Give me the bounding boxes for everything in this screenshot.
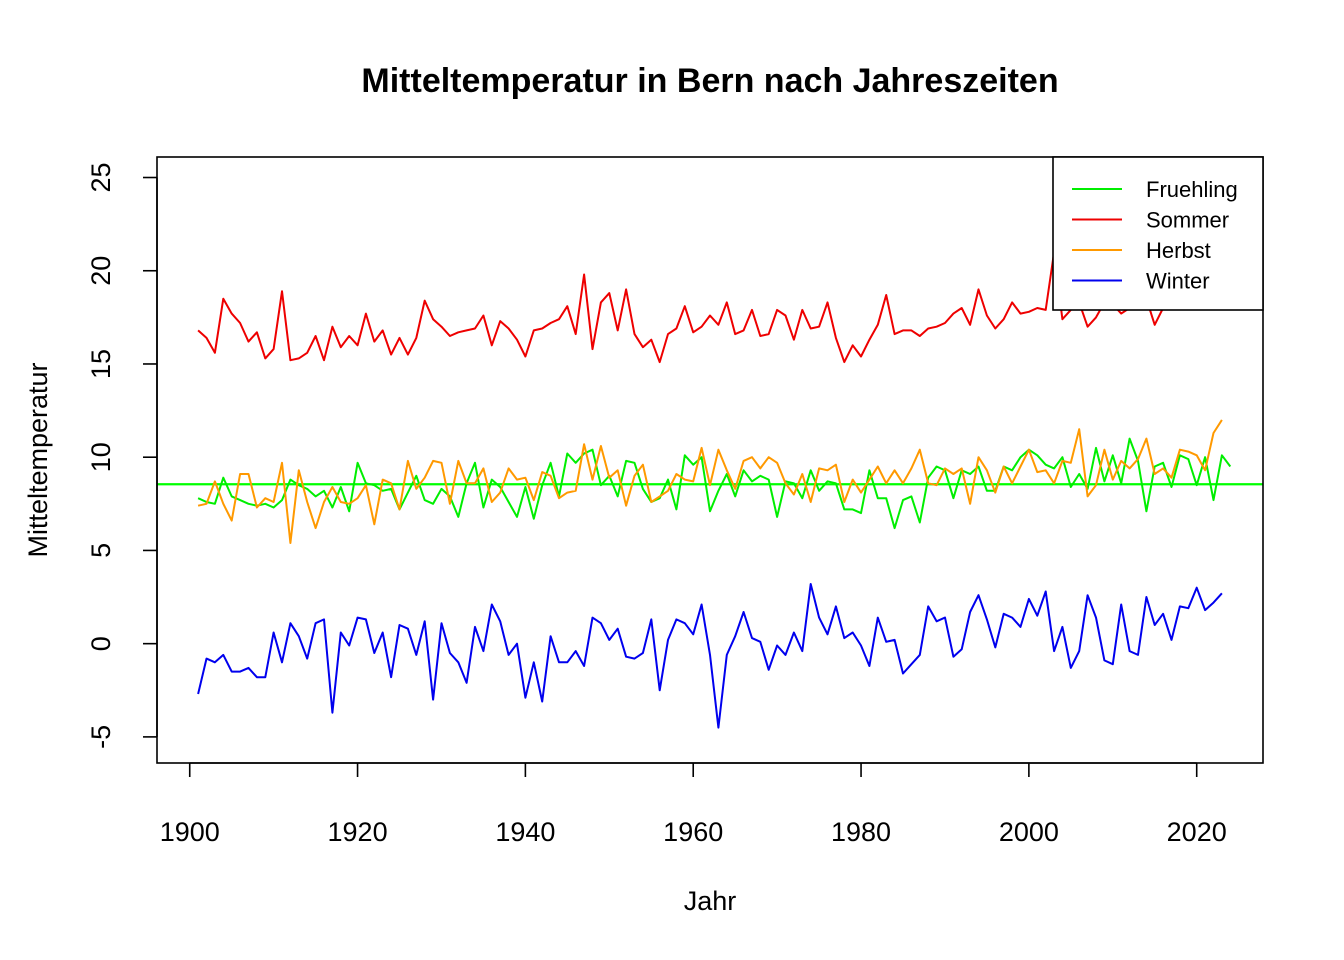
series-line-sommer [197,251,1223,364]
series-line-herbst [197,419,1223,544]
y-tick-label: 5 [86,543,116,558]
x-tick-label: 1940 [495,817,555,847]
y-tick-label: 25 [86,162,116,192]
chart-title: Mitteltemperatur in Bern nach Jahreszeit… [361,62,1058,100]
x-tick-label: 1960 [663,817,723,847]
y-axis-label: Mitteltemperatur [23,362,53,557]
x-tick-label: 2020 [1167,817,1227,847]
plot-area [157,251,1263,729]
legend-label-sommer: Sommer [1146,208,1229,233]
legend: Fruehling Sommer Herbst Winter [1052,156,1264,311]
legend-label-winter: Winter [1146,269,1210,294]
x-tick-label: 2000 [999,817,1059,847]
x-tick-label: 1900 [160,817,220,847]
legend-label-herbst: Herbst [1146,238,1211,263]
x-tick-label: 1920 [328,817,388,847]
y-axis: -5 0 5 10 15 20 25 [86,162,158,749]
x-axis: 1900 1920 1940 1960 1980 2000 2020 [160,762,1227,847]
y-tick-label: -5 [86,725,116,749]
y-tick-label: 20 [86,256,116,286]
legend-box [1052,156,1264,311]
y-tick-label: 10 [86,442,116,472]
series-line-fruehling [197,437,1232,530]
y-tick-label: 15 [86,349,116,379]
x-tick-label: 1980 [831,817,891,847]
y-tick-label: 0 [86,636,116,651]
x-axis-label: Jahr [684,886,737,916]
series-line-winter [197,583,1223,729]
legend-label-fruehling: Fruehling [1146,177,1238,202]
